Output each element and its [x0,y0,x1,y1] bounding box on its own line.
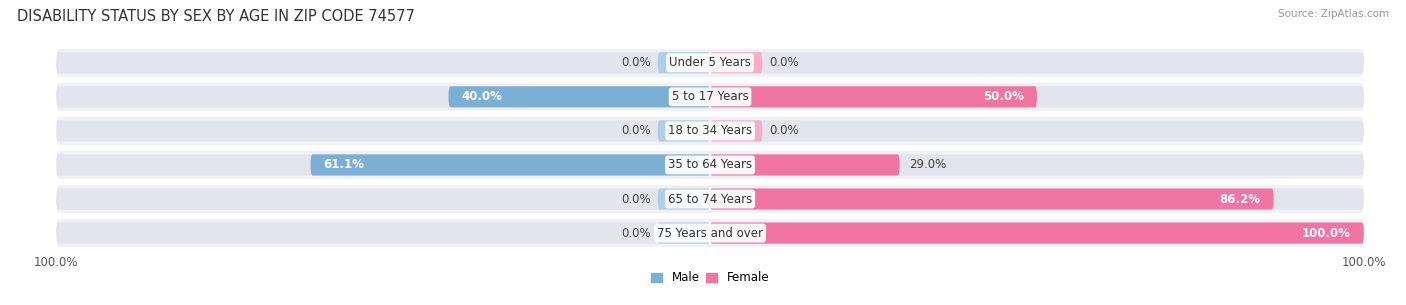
FancyBboxPatch shape [56,188,710,210]
FancyBboxPatch shape [56,120,710,142]
Text: 61.1%: 61.1% [323,159,364,171]
FancyBboxPatch shape [710,223,1364,244]
FancyBboxPatch shape [710,120,762,142]
Text: 0.0%: 0.0% [621,124,651,137]
Text: 0.0%: 0.0% [621,56,651,69]
FancyBboxPatch shape [56,154,710,175]
FancyBboxPatch shape [56,223,710,244]
FancyBboxPatch shape [56,117,1364,145]
FancyBboxPatch shape [710,120,1364,142]
FancyBboxPatch shape [710,86,1364,107]
Text: 0.0%: 0.0% [769,56,799,69]
Text: 18 to 34 Years: 18 to 34 Years [668,124,752,137]
Text: Source: ZipAtlas.com: Source: ZipAtlas.com [1278,9,1389,19]
Text: 50.0%: 50.0% [983,90,1024,103]
FancyBboxPatch shape [710,188,1364,210]
Text: 35 to 64 Years: 35 to 64 Years [668,159,752,171]
FancyBboxPatch shape [56,86,710,107]
FancyBboxPatch shape [56,52,710,73]
FancyBboxPatch shape [658,223,710,244]
FancyBboxPatch shape [449,86,710,107]
FancyBboxPatch shape [710,223,1364,244]
Text: 65 to 74 Years: 65 to 74 Years [668,192,752,206]
FancyBboxPatch shape [710,52,762,73]
Text: 75 Years and over: 75 Years and over [657,227,763,239]
Text: 100.0%: 100.0% [1302,227,1351,239]
FancyBboxPatch shape [658,52,710,73]
Text: 5 to 17 Years: 5 to 17 Years [672,90,748,103]
FancyBboxPatch shape [56,219,1364,247]
FancyBboxPatch shape [710,86,1038,107]
FancyBboxPatch shape [56,151,1364,179]
FancyBboxPatch shape [658,120,710,142]
Text: 29.0%: 29.0% [910,159,946,171]
FancyBboxPatch shape [710,188,1274,210]
FancyBboxPatch shape [658,188,710,210]
FancyBboxPatch shape [56,49,1364,77]
FancyBboxPatch shape [56,185,1364,213]
FancyBboxPatch shape [56,83,1364,111]
Text: 0.0%: 0.0% [621,227,651,239]
FancyBboxPatch shape [710,154,900,175]
Legend: Male, Female: Male, Female [645,267,775,289]
FancyBboxPatch shape [710,154,1364,175]
Text: DISABILITY STATUS BY SEX BY AGE IN ZIP CODE 74577: DISABILITY STATUS BY SEX BY AGE IN ZIP C… [17,9,415,24]
Text: 86.2%: 86.2% [1219,192,1261,206]
FancyBboxPatch shape [710,52,1364,73]
Text: 0.0%: 0.0% [769,124,799,137]
FancyBboxPatch shape [311,154,710,175]
Text: Under 5 Years: Under 5 Years [669,56,751,69]
Text: 0.0%: 0.0% [621,192,651,206]
Text: 40.0%: 40.0% [461,90,502,103]
